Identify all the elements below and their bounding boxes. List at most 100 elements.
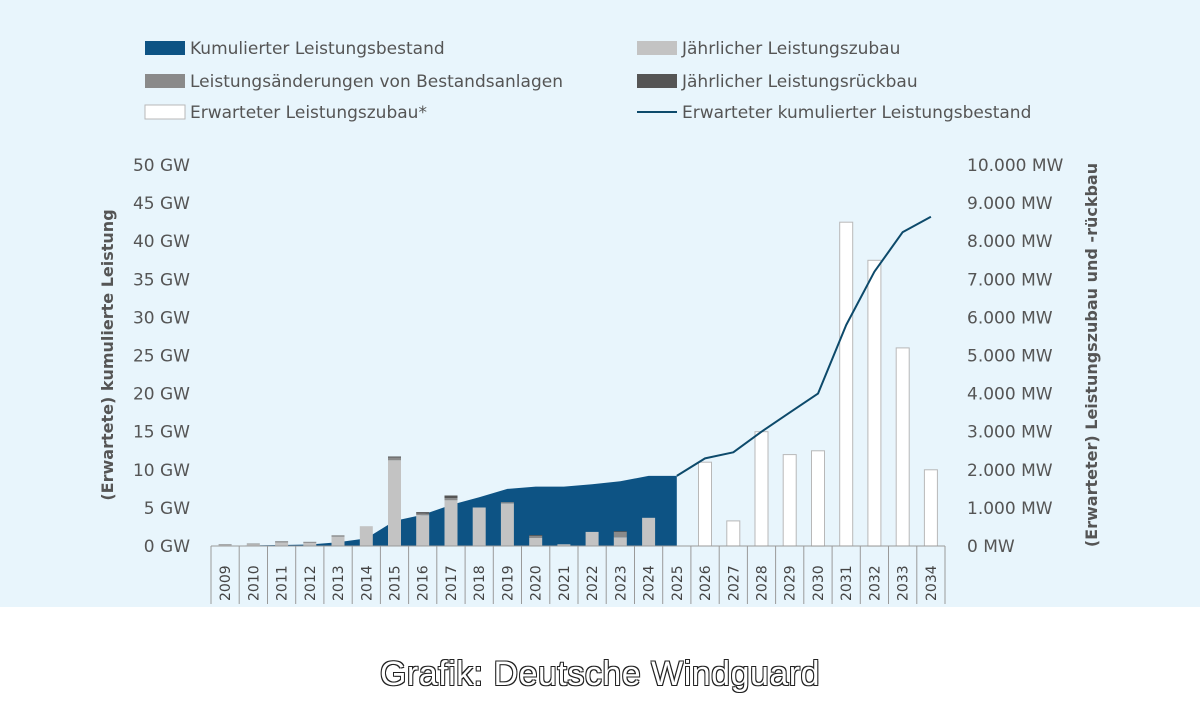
x-tick-label: 2016 bbox=[416, 565, 432, 601]
legend-label: Erwarteter Leistungszubau* bbox=[190, 103, 427, 123]
annual-addition-bar bbox=[275, 542, 289, 546]
x-tick-label: 2033 bbox=[896, 565, 912, 601]
legend-label: Kumulierter Leistungsbestand bbox=[190, 39, 445, 59]
annual-addition-bar bbox=[642, 517, 656, 546]
x-tick-label: 2023 bbox=[613, 565, 629, 601]
expected-addition-bar bbox=[782, 454, 797, 547]
annual-addition-bar bbox=[303, 543, 317, 546]
legend-swatch bbox=[145, 41, 185, 55]
x-tick-label: 2034 bbox=[924, 565, 940, 601]
expected-addition-bar bbox=[698, 461, 712, 547]
x-tick-label: 2031 bbox=[839, 565, 855, 601]
existing-change-bar bbox=[331, 535, 345, 537]
annual-addition-bar bbox=[500, 503, 514, 546]
left-tick-label: 10 GW bbox=[133, 461, 190, 481]
x-tick-label: 2029 bbox=[783, 565, 799, 601]
right-tick-label: 9.000 MW bbox=[967, 194, 1053, 214]
annual-addition-bar bbox=[246, 544, 260, 546]
legend-label: Erwarteter kumulierter Leistungsbestand bbox=[682, 103, 1031, 123]
right-tick-label: 5.000 MW bbox=[967, 347, 1053, 367]
left-tick-label: 25 GW bbox=[133, 347, 190, 367]
annual-decommission-bar bbox=[529, 535, 543, 536]
annual-addition-bar bbox=[359, 526, 373, 546]
x-tick-label: 2025 bbox=[670, 565, 686, 601]
left-tick-label: 40 GW bbox=[133, 232, 190, 252]
annual-addition-bar bbox=[416, 515, 430, 546]
x-tick-label: 2011 bbox=[275, 565, 291, 601]
expected-addition-bar bbox=[867, 259, 882, 547]
credit-caption: Grafik: Deutsche Windguard bbox=[379, 655, 821, 693]
annual-decommission-bar bbox=[444, 495, 458, 499]
x-tick-label: 2013 bbox=[331, 565, 347, 601]
right-tick-label: 0 MW bbox=[967, 537, 1015, 557]
existing-change-bar bbox=[444, 498, 458, 501]
legend-swatch bbox=[637, 74, 677, 88]
legend-label: Leistungsänderungen von Bestandsanlagen bbox=[190, 72, 563, 92]
left-tick-label: 5 GW bbox=[144, 499, 190, 519]
left-tick-label: 15 GW bbox=[133, 423, 190, 443]
legend-label: Jährlicher Leistungsrückbau bbox=[681, 72, 918, 92]
annual-addition-bar bbox=[585, 531, 599, 546]
x-tick-label: 2032 bbox=[867, 565, 883, 601]
existing-change-bar bbox=[500, 502, 514, 504]
x-tick-label: 2030 bbox=[811, 565, 827, 601]
x-tick-label: 2015 bbox=[388, 565, 404, 601]
left-tick-label: 0 GW bbox=[144, 537, 190, 557]
right-tick-label: 7.000 MW bbox=[967, 270, 1053, 290]
existing-change-bar bbox=[218, 544, 232, 546]
chart-panel: 2009 2010 2011 2012 2013 2014 2015 2016 2017 2018… bbox=[0, 0, 1200, 607]
annual-addition-bar bbox=[472, 507, 486, 546]
x-tick-label: 2012 bbox=[303, 565, 319, 601]
right-tick-label: 6.000 MW bbox=[967, 308, 1053, 328]
annual-decommission-bar bbox=[388, 456, 401, 458]
existing-change-bar bbox=[246, 543, 260, 545]
left-tick-label: 30 GW bbox=[133, 308, 190, 328]
legend-label: Jährlicher Leistungszubau bbox=[681, 39, 900, 59]
annual-decommission-bar bbox=[416, 512, 430, 514]
x-tick-label: 2009 bbox=[218, 565, 234, 601]
existing-change-bar bbox=[303, 541, 317, 543]
expected-addition-bar bbox=[726, 520, 741, 547]
right-tick-label: 4.000 MW bbox=[967, 385, 1053, 405]
x-tick-label: 2019 bbox=[500, 565, 516, 601]
left-tick-label: 50 GW bbox=[133, 156, 190, 176]
annual-addition-bar bbox=[557, 544, 571, 546]
right-tick-label: 8.000 MW bbox=[967, 232, 1053, 252]
annual-addition-bar bbox=[529, 538, 543, 546]
expected-addition-bar bbox=[923, 469, 938, 547]
x-tick-label: 2017 bbox=[444, 565, 460, 601]
chart-svg: 2009 2010 2011 2012 2013 2014 2015 2016 2017 2018… bbox=[98, 39, 1101, 604]
right-tick-label: 3.000 MW bbox=[967, 423, 1053, 443]
annual-decommission-bar bbox=[613, 531, 627, 532]
expected-cumulative-line bbox=[676, 215, 932, 477]
annual-addition-bar bbox=[444, 500, 458, 546]
expected-addition-bar bbox=[895, 347, 910, 547]
x-tick-label: 2010 bbox=[246, 565, 262, 601]
x-tick-label: 2026 bbox=[698, 565, 714, 601]
x-tick-label: 2014 bbox=[359, 565, 375, 601]
legend-swatch bbox=[637, 41, 677, 55]
x-tick-label: 2022 bbox=[585, 565, 601, 601]
x-tick-label: 2018 bbox=[472, 565, 488, 601]
existing-change-bar bbox=[613, 531, 627, 538]
legend-swatch bbox=[145, 74, 185, 88]
x-tick-label: 2021 bbox=[557, 565, 573, 601]
right-tick-label: 1.000 MW bbox=[967, 499, 1053, 519]
x-tick-label: 2020 bbox=[529, 565, 545, 601]
existing-change-bar bbox=[275, 541, 289, 543]
right-tick-label: 10.000 MW bbox=[967, 156, 1064, 176]
existing-change-bar bbox=[416, 513, 430, 516]
right-axis-title: (Erwarteter) Leistungszubau und -rückbau bbox=[1082, 163, 1101, 547]
legend-swatch bbox=[144, 104, 186, 120]
annual-addition-bar bbox=[331, 536, 345, 546]
expected-addition-bar bbox=[811, 450, 825, 547]
x-tick-label: 2028 bbox=[755, 565, 771, 601]
right-tick-label: 2.000 MW bbox=[967, 461, 1053, 481]
left-axis-title: (Erwartete) kumulierte Leistung bbox=[98, 209, 117, 500]
annual-addition-bar bbox=[613, 537, 627, 546]
left-tick-label: 45 GW bbox=[133, 194, 190, 214]
existing-change-bar bbox=[388, 457, 401, 461]
left-tick-label: 20 GW bbox=[133, 385, 190, 405]
expected-addition-bar bbox=[839, 221, 854, 547]
annual-addition-bar bbox=[218, 544, 232, 546]
